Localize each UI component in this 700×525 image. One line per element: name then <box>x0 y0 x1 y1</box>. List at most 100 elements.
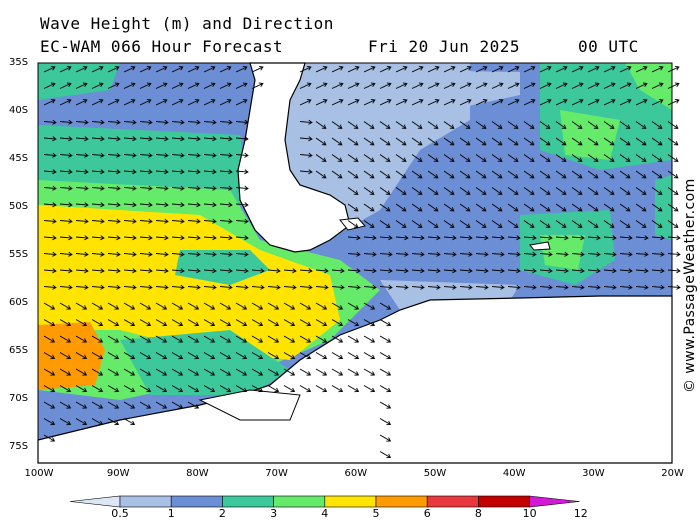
direction-arrow <box>91 137 104 140</box>
direction-arrow <box>523 83 536 89</box>
direction-arrow <box>171 154 184 156</box>
arrow-head <box>180 268 185 274</box>
direction-arrow <box>587 83 600 89</box>
direction-arrow <box>379 401 391 409</box>
direction-arrow <box>475 253 488 255</box>
arrow-head <box>529 124 535 129</box>
arrow-head <box>242 387 248 393</box>
direction-arrow <box>155 236 168 239</box>
arrow-head <box>433 190 439 195</box>
arrow-head <box>370 338 376 343</box>
arrow-head <box>116 218 121 224</box>
direction-arrow <box>43 66 56 73</box>
direction-arrow <box>123 99 136 106</box>
arrow-head <box>433 124 439 129</box>
arrow-head <box>612 251 617 257</box>
direction-arrow <box>43 418 55 425</box>
arrow-head <box>164 136 169 142</box>
arrow-head <box>545 141 551 146</box>
arrow-head <box>532 235 537 241</box>
arrow-head <box>354 338 360 343</box>
arrow-head <box>178 82 184 88</box>
direction-arrow <box>539 187 551 195</box>
direction-arrow <box>123 401 135 409</box>
arrow-head <box>609 223 615 228</box>
direction-arrow <box>507 253 520 255</box>
arrow-head <box>84 185 89 191</box>
direction-arrow <box>571 253 584 255</box>
arrow-head <box>164 251 169 257</box>
direction-arrow <box>203 302 215 310</box>
direction-arrow <box>651 121 663 129</box>
arrow-head <box>609 157 615 162</box>
direction-arrow <box>187 269 200 272</box>
arrow-head <box>322 354 328 360</box>
direction-arrow <box>635 121 647 129</box>
legend-swatch <box>426 495 479 508</box>
direction-arrow <box>219 83 232 89</box>
direction-arrow <box>171 286 184 288</box>
direction-arrow <box>331 121 343 129</box>
direction-arrow <box>459 99 472 106</box>
arrow-head <box>164 268 169 274</box>
direction-arrow <box>459 286 472 288</box>
arrow-head <box>116 268 121 274</box>
direction-arrow <box>267 319 279 326</box>
direction-arrow <box>475 170 487 179</box>
direction-arrow <box>171 335 183 343</box>
direction-arrow <box>75 121 88 123</box>
direction-arrow <box>379 269 392 272</box>
arrow-head <box>433 174 439 179</box>
direction-arrow <box>571 220 583 228</box>
arrow-head <box>306 82 312 88</box>
arrow-head <box>354 98 360 104</box>
arrow-head <box>196 218 201 224</box>
arrow-head <box>114 354 120 360</box>
arrow-head <box>290 371 296 376</box>
direction-arrow <box>363 253 376 255</box>
arrow-head <box>514 82 520 88</box>
arrow-head <box>372 235 377 241</box>
arrow-head <box>484 284 489 290</box>
arrow-head <box>180 169 185 175</box>
direction-arrow <box>603 121 615 129</box>
arrow-head <box>308 119 313 125</box>
direction-arrow <box>43 99 56 106</box>
arrow-head <box>577 157 583 162</box>
direction-arrow <box>187 385 199 392</box>
direction-arrow <box>267 385 279 392</box>
direction-arrow <box>475 286 488 288</box>
direction-arrow <box>363 385 375 392</box>
direction-arrow <box>443 286 456 288</box>
lon-label: 90W <box>106 468 130 479</box>
arrow-head <box>228 119 233 125</box>
direction-arrow <box>43 83 56 89</box>
direction-arrow <box>379 203 391 212</box>
direction-arrow <box>267 302 279 310</box>
direction-arrow <box>139 236 152 239</box>
arrow-head <box>548 284 553 290</box>
direction-arrow <box>667 203 679 212</box>
direction-arrow <box>331 286 344 288</box>
arrow-head <box>434 98 440 104</box>
arrow-head <box>657 174 663 179</box>
arrow-head <box>290 354 296 360</box>
direction-arrow <box>75 83 88 89</box>
direction-arrow <box>379 99 392 106</box>
arrow-head <box>114 404 120 409</box>
arrow-head <box>98 420 104 426</box>
direction-arrow <box>571 83 584 89</box>
arrow-head <box>420 235 425 241</box>
arrow-head <box>68 185 73 191</box>
direction-arrow <box>363 302 375 310</box>
direction-arrow <box>459 187 471 195</box>
direction-arrow <box>571 236 584 239</box>
direction-arrow <box>619 170 631 179</box>
direction-arrow <box>331 66 344 73</box>
direction-arrow <box>139 83 152 89</box>
direction-arrow <box>507 154 519 162</box>
legend-label: 4 <box>321 507 329 520</box>
arrow-head <box>50 371 56 376</box>
direction-arrow <box>75 269 88 272</box>
direction-arrow <box>555 121 567 129</box>
